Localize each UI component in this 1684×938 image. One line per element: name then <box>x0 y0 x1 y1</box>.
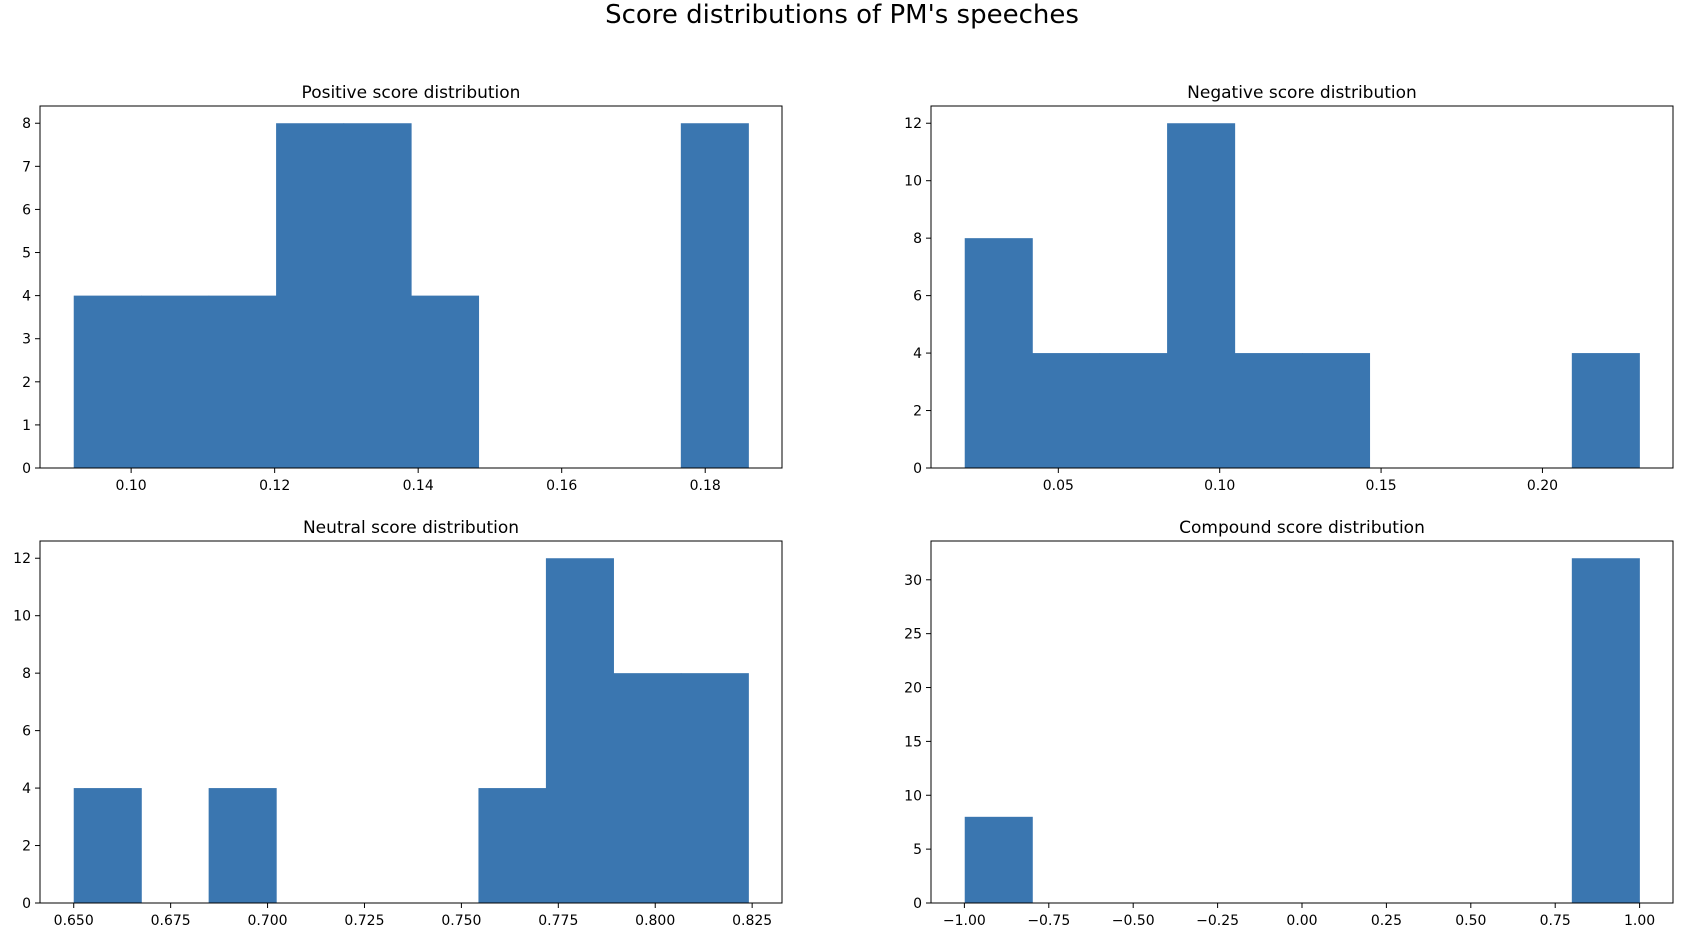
compound-bar-9 <box>1571 558 1640 903</box>
compound-ytick-label-5: 25 <box>904 627 922 643</box>
positive-ytick-label-8: 8 <box>22 116 31 132</box>
compound-xtick-label-6: 0.50 <box>1455 913 1486 929</box>
positive-chart-title: Positive score distribution <box>302 83 521 103</box>
compound-bar-0 <box>964 816 1033 903</box>
neutral-xtick-label-7: 0.825 <box>732 913 772 929</box>
neutral-ytick-label-6: 12 <box>13 551 31 567</box>
compound-ytick-label-4: 20 <box>904 681 922 697</box>
negative-ytick-label-3: 6 <box>913 289 922 305</box>
negative-ytick-label-6: 12 <box>904 116 922 132</box>
neutral-xtick-label-3: 0.725 <box>344 913 384 929</box>
positive-bar-5 <box>411 295 480 468</box>
neutral-chart-title: Neutral score distribution <box>303 518 519 538</box>
negative-ytick-label-0: 0 <box>913 461 922 477</box>
negative-xtick-label-1: 0.10 <box>1204 478 1235 494</box>
negative-ytick-label-5: 10 <box>904 174 922 190</box>
neutral-ytick-label-1: 2 <box>22 839 31 855</box>
positive-ytick-label-0: 0 <box>22 461 31 477</box>
neutral-ytick-label-4: 8 <box>22 666 31 682</box>
neutral-xtick-label-5: 0.775 <box>538 913 578 929</box>
positive-xtick-label-3: 0.16 <box>546 478 577 494</box>
positive-ytick-label-3: 3 <box>22 332 31 348</box>
negative-bar-1 <box>1032 353 1101 468</box>
compound-ytick-label-1: 5 <box>913 842 922 858</box>
compound-xtick-label-3: −0.25 <box>1196 913 1239 929</box>
positive-xtick-label-2: 0.14 <box>403 478 434 494</box>
neutral-xtick-label-2: 0.700 <box>248 913 288 929</box>
positive-ytick-label-6: 6 <box>22 202 31 218</box>
compound-xtick-label-8: 1.00 <box>1624 913 1655 929</box>
negative-histogram: 0.05 0.10 0.15 0.20 0 2 4 6 8 10 12 Negative score … <box>904 83 1674 494</box>
neutral-histogram: 0.650 0.675 0.700 0.725 0.750 0.775 0.800 0.825… <box>13 518 783 929</box>
neutral-bar-0 <box>73 788 142 903</box>
compound-ytick-label-2: 10 <box>904 788 922 804</box>
negative-ytick-label-1: 2 <box>913 404 922 420</box>
figure-title: Score distributions of PM's speeches <box>605 0 1079 30</box>
neutral-ytick-label-2: 4 <box>22 781 31 797</box>
compound-ytick-label-3: 15 <box>904 734 922 750</box>
negative-xtick-label-3: 0.20 <box>1527 478 1558 494</box>
neutral-xtick-label-6: 0.800 <box>635 913 675 929</box>
positive-ytick-label-5: 5 <box>22 246 31 262</box>
negative-ytick-label-2: 4 <box>913 346 922 362</box>
negative-bar-5 <box>1302 353 1371 468</box>
positive-bar-1 <box>141 295 210 468</box>
negative-axes-frame <box>930 105 1674 469</box>
positive-bar-0 <box>73 295 142 468</box>
neutral-bar-9 <box>680 673 749 903</box>
neutral-xtick-label-0: 0.650 <box>54 913 94 929</box>
compound-ytick-label-0: 0 <box>913 896 922 912</box>
negative-ytick-label-4: 8 <box>913 231 922 247</box>
neutral-axes-frame <box>39 540 783 904</box>
positive-bar-2 <box>208 295 277 468</box>
neutral-bar-6 <box>478 788 547 903</box>
compound-axes-frame <box>930 540 1674 904</box>
positive-ytick-label-1: 1 <box>22 418 31 434</box>
positive-axes-frame <box>39 105 783 469</box>
neutral-xtick-label-1: 0.675 <box>151 913 191 929</box>
positive-ytick-label-7: 7 <box>22 159 31 175</box>
neutral-bar-7 <box>545 558 614 903</box>
negative-bar-0 <box>964 238 1033 468</box>
positive-xtick-label-0: 0.10 <box>116 478 147 494</box>
compound-xtick-label-1: −0.75 <box>1027 913 1070 929</box>
positive-bar-9 <box>680 123 749 469</box>
neutral-ytick-label-0: 0 <box>22 896 31 912</box>
positive-bar-4 <box>343 123 412 469</box>
negative-bar-4 <box>1234 353 1303 468</box>
compound-histogram: −1.00 −0.75 −0.50 −0.25 0.00 0.25 0.50 0.75 1.00… <box>904 518 1674 929</box>
negative-xtick-label-2: 0.15 <box>1365 478 1396 494</box>
compound-xtick-label-0: −1.00 <box>943 913 986 929</box>
negative-bar-9 <box>1571 353 1640 468</box>
compound-xtick-label-7: 0.75 <box>1540 913 1571 929</box>
positive-xtick-label-4: 0.18 <box>690 478 721 494</box>
negative-xtick-label-0: 0.05 <box>1043 478 1074 494</box>
compound-chart-title: Compound score distribution <box>1179 518 1425 538</box>
neutral-bar-2 <box>208 788 277 903</box>
compound-xtick-label-5: 0.25 <box>1371 913 1402 929</box>
neutral-ytick-label-5: 10 <box>13 609 31 625</box>
negative-chart-title: Negative score distribution <box>1187 83 1417 103</box>
compound-xtick-label-2: −0.50 <box>1112 913 1155 929</box>
neutral-ytick-label-3: 6 <box>22 724 31 740</box>
negative-bar-3 <box>1167 123 1236 469</box>
positive-bar-3 <box>276 123 345 469</box>
neutral-xtick-label-4: 0.750 <box>441 913 481 929</box>
compound-xtick-label-4: 0.00 <box>1286 913 1317 929</box>
positive-ytick-label-4: 4 <box>22 289 31 305</box>
positive-histogram: 0.10 0.12 0.14 0.16 0.18 0 1 2 3 4 5 6 7 8 Positive sc… <box>22 83 783 494</box>
compound-ytick-label-6: 30 <box>904 573 922 589</box>
negative-bar-2 <box>1099 353 1168 468</box>
neutral-bar-8 <box>613 673 682 903</box>
positive-ytick-label-2: 2 <box>22 375 31 391</box>
positive-xtick-label-1: 0.12 <box>259 478 290 494</box>
